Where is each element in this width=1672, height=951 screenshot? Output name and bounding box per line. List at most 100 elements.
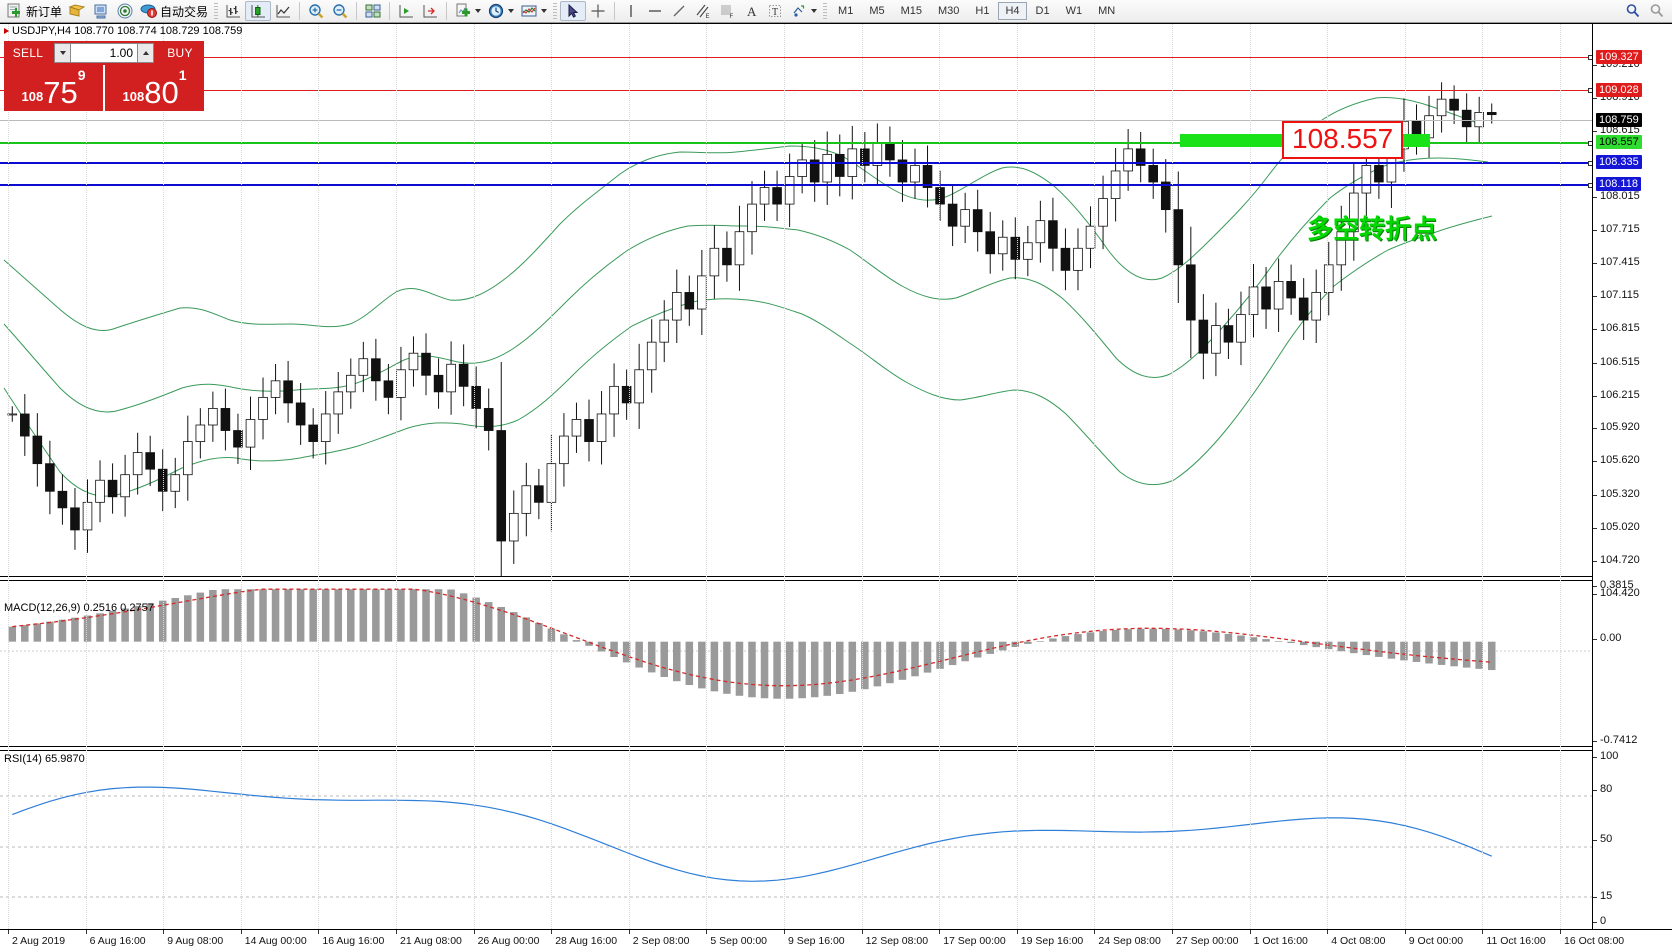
toolbar-grip-2[interactable] <box>553 2 558 20</box>
toolbar-grip[interactable] <box>214 2 219 20</box>
equidistant-channel-button[interactable]: E <box>691 1 715 21</box>
price-callout[interactable]: 108.557 <box>1282 121 1404 159</box>
buy-pips: 80 <box>144 75 179 110</box>
chart-window[interactable]: USDJPY,H4 108.770 108.774 108.729 108.75… <box>0 23 1672 951</box>
timeframe-m5[interactable]: M5 <box>869 5 885 17</box>
time-axis[interactable]: 2 Aug 2019 6 Aug 16:00 9 Aug 08:00 14 Aug 0… <box>0 929 1672 951</box>
gridline <box>1560 24 1561 929</box>
rsi-line <box>12 786 1492 882</box>
indicators-button[interactable] <box>517 1 550 21</box>
gridline <box>784 24 785 929</box>
price-axis[interactable]: 109.210108.910108.615108.015107.715107.4… <box>1592 24 1672 929</box>
chevron-down-icon-2[interactable] <box>508 9 515 13</box>
chevron-down-icon[interactable] <box>475 9 482 13</box>
timeframe-m1[interactable]: M1 <box>838 5 854 17</box>
buy-price[interactable]: 108 80 1 <box>103 65 204 111</box>
turning-point-note[interactable]: 多空转折点 <box>1307 215 1438 245</box>
trendline-button[interactable] <box>667 1 691 21</box>
text-label-icon: T <box>766 2 784 20</box>
level-line-109327[interactable] <box>0 55 1593 60</box>
timeframe-m15[interactable]: M15 <box>900 5 922 17</box>
cursor-button[interactable] <box>560 1 587 21</box>
zoom-in-button[interactable] <box>304 1 328 21</box>
folder-button[interactable] <box>65 1 89 21</box>
price-pane[interactable]: 108.557 多空转折点 <box>0 24 1593 576</box>
horizontal-line-button[interactable] <box>643 1 667 21</box>
macd-pane[interactable]: MACD(12,26,9) 0.2516 0.2757 <box>0 581 1592 746</box>
new-chart-button[interactable] <box>451 1 484 21</box>
new-order-button[interactable]: 新订单 <box>3 1 65 21</box>
search-button[interactable] <box>1621 1 1645 21</box>
buy-button[interactable]: BUY <box>156 41 204 65</box>
timeframe-w1[interactable]: W1 <box>1065 5 1083 17</box>
auto-scroll-button[interactable] <box>418 1 442 21</box>
crosshair-button[interactable] <box>586 1 610 21</box>
horizontal-line-icon <box>646 2 664 20</box>
expert-advisor-icon <box>140 2 158 20</box>
timeframe-mn[interactable]: MN <box>1098 5 1116 17</box>
price-plot <box>3 82 1497 576</box>
sell-button[interactable]: SELL <box>4 41 52 65</box>
toolbar-grip-3[interactable] <box>823 2 828 20</box>
volume-increase-button[interactable] <box>137 43 154 63</box>
level-line-108118[interactable] <box>0 183 1593 188</box>
sell-price[interactable]: 108 75 9 <box>4 65 103 111</box>
zoom-out-button[interactable] <box>328 1 352 21</box>
pane-separator-1b <box>0 580 1592 581</box>
chart-title: USDJPY,H4 108.770 108.774 108.729 108.75… <box>4 25 242 37</box>
rsi-label: RSI(14) 65.9870 <box>4 753 85 765</box>
search-icon <box>1624 2 1642 20</box>
volume-stepper[interactable]: 1.00 <box>52 41 156 65</box>
price-label-last-price[interactable]: 108.759 <box>1596 113 1642 127</box>
broadcast-button[interactable] <box>113 1 137 21</box>
cursor-icon <box>564 2 582 20</box>
gridline <box>861 24 863 929</box>
rsi-pane[interactable]: RSI(14) 65.9870 <box>0 751 1592 929</box>
search-button-secondary[interactable] <box>1645 1 1669 21</box>
pane-separator-1 <box>0 576 1592 577</box>
level-line-108335[interactable] <box>0 161 1593 166</box>
volume-decrease-button[interactable] <box>54 43 71 63</box>
objects-button[interactable] <box>787 1 820 21</box>
period-button[interactable] <box>484 1 517 21</box>
price-label-resistance[interactable]: 109.028 <box>1596 83 1642 97</box>
expert-advisor-button[interactable]: 自动交易 <box>137 1 211 21</box>
timeframe-h4[interactable]: H4 <box>998 2 1027 20</box>
tile-windows-icon <box>364 2 382 20</box>
search-icon-grey <box>1648 2 1666 20</box>
autotrade-label: 自动交易 <box>160 4 209 19</box>
macd-signal-line <box>12 588 1492 687</box>
price-label-support[interactable]: 108.118 <box>1596 177 1641 191</box>
price-label-resistance[interactable]: 109.327 <box>1596 50 1642 64</box>
vertical-line-button[interactable] <box>619 1 643 21</box>
price-label-support[interactable]: 108.557 <box>1596 135 1642 149</box>
publish-button[interactable] <box>89 1 113 21</box>
chevron-down-icon-4[interactable] <box>811 9 818 13</box>
folder-icon <box>68 2 86 20</box>
fibonacci-icon: F <box>718 2 736 20</box>
chevron-down-icon-3[interactable] <box>541 9 548 13</box>
timeframe-d1[interactable]: D1 <box>1035 5 1050 17</box>
price-label-support[interactable]: 108.335 <box>1596 155 1642 169</box>
chart-shift-button[interactable] <box>394 1 418 21</box>
fibonacci-button[interactable]: F <box>715 1 739 21</box>
zoom-in-icon <box>307 2 325 20</box>
one-click-trading-panel[interactable]: SELL 1.00 BUY 108 75 9 108 80 1 <box>4 41 204 111</box>
chart-marker-icon <box>4 28 9 35</box>
gridline <box>1404 24 1406 929</box>
tile-windows-button[interactable] <box>361 1 385 21</box>
text-icon: A <box>742 2 760 20</box>
candlestick-chart-button[interactable] <box>245 1 272 21</box>
gridline <box>1249 24 1251 929</box>
timeframe-h1[interactable]: H1 <box>975 5 990 17</box>
chart-panes[interactable]: 108.557 多空转折点 MACD(12,26,9) 0.2516 0.275… <box>0 24 1593 929</box>
line-chart-button[interactable] <box>271 1 295 21</box>
text-label-button[interactable]: T <box>763 1 787 21</box>
volume-input[interactable]: 1.00 <box>71 43 137 63</box>
toolbar-separator-5 <box>614 2 616 20</box>
timeframe-m30[interactable]: M30 <box>938 5 960 17</box>
gridline <box>1016 24 1018 929</box>
text-button[interactable]: A <box>739 1 763 21</box>
level-line-109028[interactable] <box>0 88 1593 93</box>
bar-chart-button[interactable] <box>221 1 245 21</box>
